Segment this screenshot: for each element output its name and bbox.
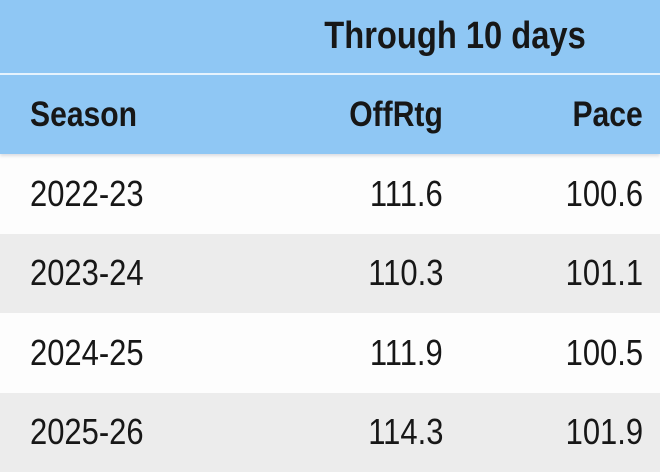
table-title: Through 10 days (250, 15, 660, 58)
pace-value: 101.1 (565, 252, 643, 294)
column-header-offrtg: OffRtg (250, 95, 460, 135)
pace-cell: 101.9 (460, 411, 660, 453)
table-row: 2022-23 111.6 100.6 (0, 154, 660, 234)
pace-value: 101.9 (565, 411, 643, 453)
offrtg-value: 111.6 (370, 172, 443, 214)
offrtg-cell: 114.3 (250, 411, 460, 453)
pace-cell: 100.6 (460, 173, 660, 215)
season-value: 2022-23 (30, 172, 144, 214)
offrtg-value: 111.9 (370, 331, 443, 373)
offrtg-value: 110.3 (367, 252, 443, 294)
season-value: 2025-26 (30, 411, 144, 453)
pace-cell: 101.1 (460, 252, 660, 294)
column-header-season: Season (0, 95, 250, 135)
season-value: 2023-24 (30, 252, 144, 294)
season-cell: 2022-23 (0, 173, 250, 215)
table-row: 2023-24 110.3 101.1 (0, 233, 660, 313)
offrtg-value: 114.3 (367, 411, 443, 453)
pace-value: 100.5 (565, 331, 643, 373)
pace-value: 100.6 (565, 172, 643, 214)
table-body: 2022-23 111.6 100.6 2023-24 110.3 101.1 … (0, 154, 660, 472)
column-header-season-label: Season (30, 94, 138, 134)
table-title-row: Through 10 days (0, 0, 660, 73)
season-cell: 2024-25 (0, 332, 250, 374)
column-header-offrtg-label: OffRtg (349, 94, 443, 134)
table-row: 2025-26 114.3 101.9 (0, 392, 660, 472)
title-separator-line (0, 73, 660, 75)
column-header-row: Season OffRtg Pace (0, 75, 660, 154)
table-row: 2024-25 111.9 100.5 (0, 313, 660, 393)
table-title-text: Through 10 days (324, 15, 586, 57)
season-cell: 2023-24 (0, 252, 250, 294)
offrtg-cell: 110.3 (250, 252, 460, 294)
column-header-pace: Pace (460, 95, 660, 135)
season-cell: 2025-26 (0, 411, 250, 453)
offrtg-cell: 111.9 (250, 332, 460, 374)
offrtg-cell: 111.6 (250, 173, 460, 215)
column-header-pace-label: Pace (572, 94, 643, 134)
table-header: Through 10 days Season OffRtg Pace (0, 0, 660, 154)
season-value: 2024-25 (30, 331, 144, 373)
pace-cell: 100.5 (460, 332, 660, 374)
